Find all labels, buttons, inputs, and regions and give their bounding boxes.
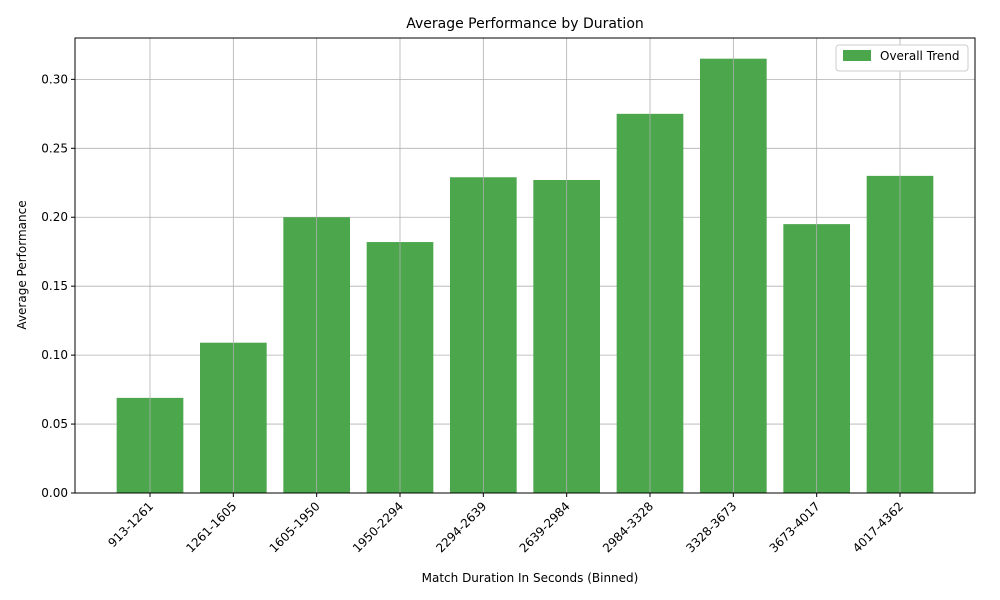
x-tick-label: 1950-2294 [350,499,406,555]
x-tick-label: 4017-4362 [850,499,906,555]
y-tick-label: 0.00 [41,486,68,500]
legend: Overall Trend [835,44,969,72]
chart-title: Average Performance by Duration [406,16,644,32]
legend-label: Overall Trend [880,49,960,63]
x-tick-label: 2984-3328 [600,499,656,555]
y-tick-label: 0.10 [41,348,68,362]
x-tick-label: 1261-1605 [183,499,239,555]
bars [116,38,934,494]
x-tick-label: 2294-2639 [433,499,489,555]
y-tick-label: 0.05 [41,417,68,431]
x-tick-label: 913-1261 [105,499,156,550]
x-tick-label: 1605-1950 [267,499,323,555]
y-tick-label: 0.15 [41,279,68,293]
legend-swatch [843,50,871,61]
x-tick-label: 3673-4017 [767,499,823,555]
x-tick-label: 3328-3673 [683,499,739,555]
y-tick-label: 0.20 [41,210,68,224]
plot-frame [74,37,976,494]
x-axis-ticks: 913-1261 1261-1605 1605-1950 1950-2294 2294-… [105,493,906,555]
y-axis-ticks: 0.00 0.05 0.10 0.15 0.20 0.25 0.30 [41,72,75,500]
y-axis-label: Average Performance [15,200,29,329]
y-tick-label: 0.25 [41,141,68,155]
x-tick-label: 2639-2984 [517,499,573,555]
x-axis-label: Match Duration In Seconds (Binned) [422,571,639,585]
y-tick-label: 0.30 [41,72,68,86]
